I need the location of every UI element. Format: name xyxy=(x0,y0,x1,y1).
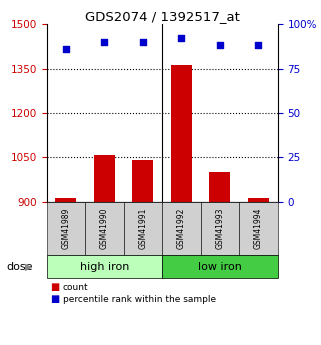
Point xyxy=(102,39,107,45)
Text: GSM41992: GSM41992 xyxy=(177,208,186,249)
Point xyxy=(179,36,184,41)
Text: GSM41994: GSM41994 xyxy=(254,208,263,249)
Point xyxy=(217,43,222,48)
Bar xyxy=(55,198,76,202)
Point xyxy=(63,46,68,52)
Bar xyxy=(209,171,230,202)
Text: GSM41990: GSM41990 xyxy=(100,208,109,249)
Text: count: count xyxy=(63,283,88,292)
Title: GDS2074 / 1392517_at: GDS2074 / 1392517_at xyxy=(85,10,239,23)
Point xyxy=(140,39,145,45)
Text: low iron: low iron xyxy=(198,262,242,272)
Point xyxy=(256,43,261,48)
Bar xyxy=(171,65,192,202)
Text: dose: dose xyxy=(6,262,33,272)
Bar xyxy=(94,155,115,202)
Text: high iron: high iron xyxy=(80,262,129,272)
Text: ▶: ▶ xyxy=(25,262,33,272)
Text: ■: ■ xyxy=(50,283,59,292)
Text: GSM41993: GSM41993 xyxy=(215,208,224,249)
Bar xyxy=(132,160,153,202)
Text: GSM41991: GSM41991 xyxy=(138,208,147,249)
Text: GSM41989: GSM41989 xyxy=(61,208,70,249)
Bar xyxy=(248,198,269,202)
Text: ■: ■ xyxy=(50,294,59,304)
Text: percentile rank within the sample: percentile rank within the sample xyxy=(63,295,216,304)
